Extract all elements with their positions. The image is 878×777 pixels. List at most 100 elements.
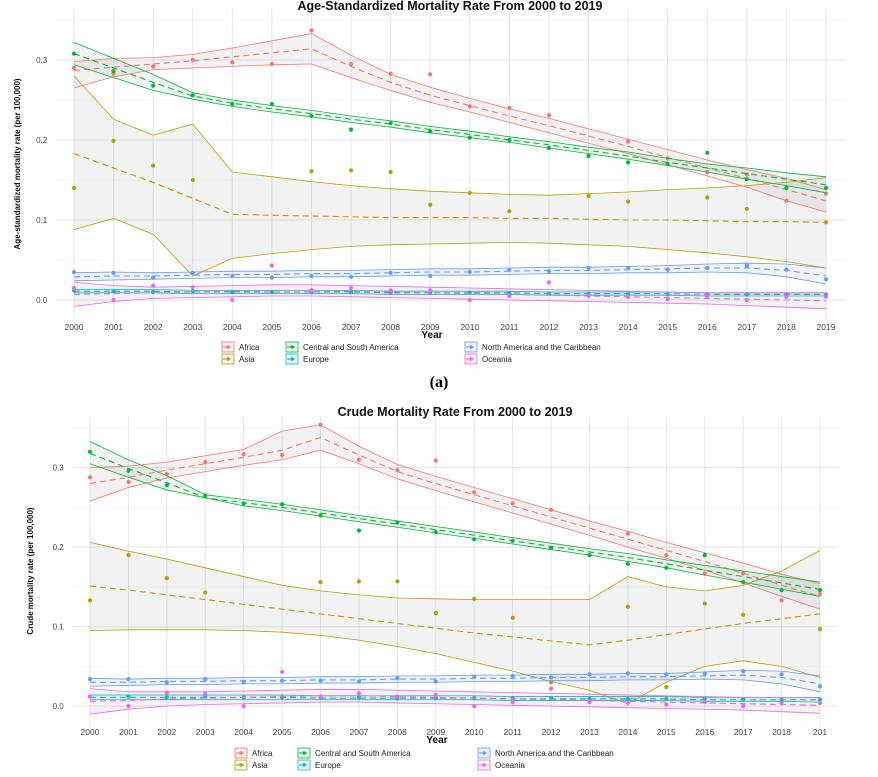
data-point	[625, 604, 630, 609]
data-point	[190, 57, 195, 63]
data-point	[356, 691, 362, 696]
x-tick-label: 2005	[273, 727, 292, 737]
data-point	[203, 493, 208, 498]
y-axis-label: Age-standardized mortality rate (per 100…	[13, 78, 22, 250]
chart-panel-b: Crude Mortality Rate From 2000 to 2019 0.…	[26, 405, 839, 771]
ci-upper-line	[73, 282, 826, 294]
ci-upper-line	[89, 688, 820, 698]
data-point	[190, 93, 195, 98]
data-point	[348, 127, 354, 132]
ci-upper-line	[89, 541, 821, 601]
legend-item-central-and-south-america: Central and South America	[285, 341, 399, 353]
data-point	[348, 274, 354, 279]
x-tick-label: 2009	[426, 727, 445, 737]
legend-item-europe: Europe	[285, 353, 329, 365]
legend-label: Central and South America	[303, 343, 399, 352]
data-point	[510, 501, 515, 506]
data-point	[164, 576, 169, 581]
data-point	[428, 72, 433, 77]
data-point	[428, 288, 433, 293]
series-oceania	[87, 669, 823, 715]
trend-line	[89, 436, 821, 597]
data-point	[546, 280, 552, 285]
data-point	[546, 113, 552, 118]
legend-item-europe: Europe	[297, 759, 341, 771]
data-point	[472, 674, 477, 679]
data-point	[705, 293, 710, 299]
data-point	[269, 61, 274, 67]
data-point	[587, 672, 592, 677]
data-point	[702, 696, 707, 702]
trend-line	[73, 53, 827, 186]
x-tick-label: 2016	[698, 322, 717, 332]
ci-lower-line	[73, 64, 827, 194]
data-point	[823, 277, 829, 282]
data-point	[71, 285, 77, 291]
x-tick-label: 2007	[342, 322, 361, 332]
x-tick-label: 2019	[817, 322, 836, 332]
data-point	[111, 297, 116, 303]
y-tick-label: 0.2	[53, 543, 65, 552]
legend-key-point	[302, 751, 306, 755]
confidence-band-central-and-south-america	[74, 42, 826, 193]
data-point	[269, 263, 274, 268]
data-point	[428, 273, 433, 279]
ci-upper-line	[73, 42, 827, 178]
x-tick-label: 2013	[579, 322, 598, 332]
data-point	[241, 452, 246, 457]
data-point	[269, 275, 274, 280]
data-point	[388, 121, 393, 126]
data-point	[395, 520, 400, 525]
data-point	[280, 678, 285, 683]
data-point	[705, 150, 710, 155]
data-point	[241, 501, 246, 506]
data-point	[741, 669, 746, 674]
data-point	[190, 289, 195, 294]
data-point	[433, 458, 438, 463]
data-point	[356, 528, 362, 533]
data-point	[348, 285, 354, 291]
data-point	[356, 579, 362, 584]
data-point	[126, 694, 131, 699]
data-point	[230, 273, 235, 279]
y-tick-label: 0.0	[53, 702, 65, 711]
data-point	[779, 697, 784, 702]
x-tick-label: 201	[813, 727, 827, 737]
x-tick-label: 2004	[234, 727, 253, 737]
x-tick-label: 2012	[542, 727, 561, 737]
confidence-band-oceania	[90, 688, 820, 715]
ci-upper-line	[89, 424, 821, 585]
confidence-band-central-and-south-america	[90, 441, 820, 597]
data-point	[744, 206, 749, 211]
data-point	[126, 676, 131, 682]
x-tick-label: 2002	[144, 322, 163, 332]
legend-label: Africa	[239, 343, 260, 352]
ci-lower-line	[89, 701, 821, 715]
data-point	[744, 263, 749, 268]
data-point	[71, 51, 77, 56]
x-tick-label: 2012	[539, 322, 558, 332]
data-point	[151, 83, 156, 88]
data-point	[744, 177, 749, 182]
x-tick-label: 2006	[302, 322, 321, 332]
x-tick-label: 2015	[657, 727, 676, 737]
series-asia	[87, 541, 823, 705]
data-point	[744, 297, 749, 303]
legend-key-point	[226, 357, 230, 361]
ci-upper-line	[73, 262, 827, 274]
data-point	[126, 468, 131, 473]
data-point	[817, 626, 823, 632]
data-point	[546, 145, 552, 151]
legend-item-asia: Asia	[221, 353, 255, 365]
ci-lower-line	[89, 629, 821, 705]
x-tick-label: 2015	[658, 322, 677, 332]
data-point	[71, 185, 77, 191]
data-point	[587, 700, 592, 705]
data-point	[664, 696, 669, 702]
y-axis-label: Crude mortality rate (per 100,000)	[26, 507, 35, 634]
data-point	[428, 202, 433, 207]
legend-label: Europe	[303, 355, 329, 364]
data-point	[318, 678, 323, 683]
data-point	[507, 293, 512, 299]
ci-lower-line	[90, 699, 821, 703]
